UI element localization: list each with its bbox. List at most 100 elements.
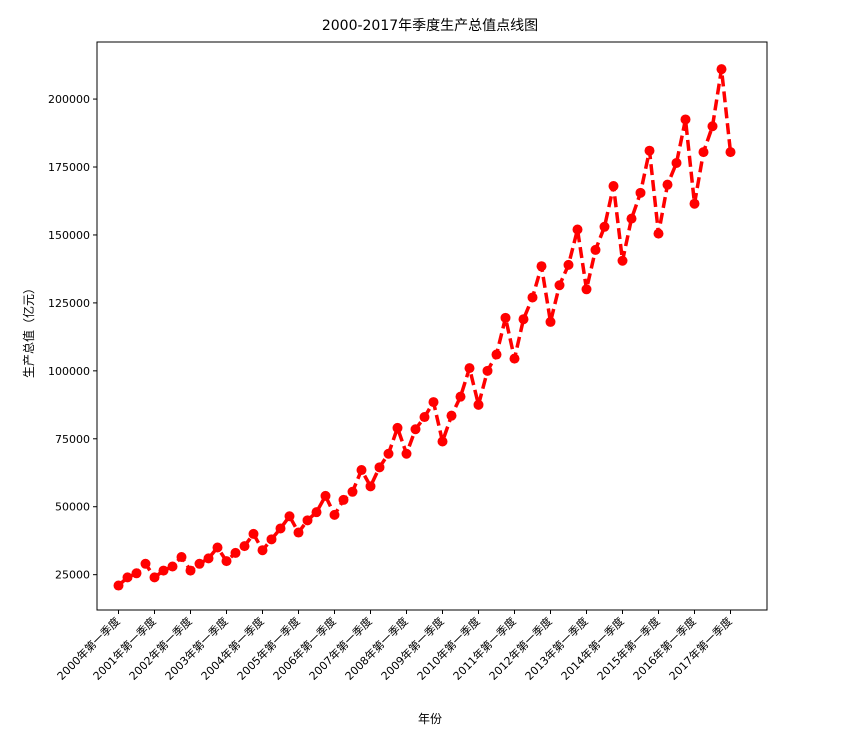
- x-tick-label: 2006年第一季度: [270, 614, 339, 683]
- data-point: [716, 64, 727, 75]
- data-point: [707, 121, 718, 132]
- data-point: [266, 534, 277, 545]
- data-point: [653, 228, 664, 239]
- series-layer: [113, 64, 736, 591]
- x-tick-label: 2015年第一季度: [594, 614, 663, 683]
- x-tick-label: 2009年第一季度: [378, 614, 447, 683]
- data-point: [293, 527, 304, 538]
- data-point: [383, 448, 394, 459]
- data-point: [284, 511, 295, 522]
- data-point: [644, 145, 655, 156]
- data-point: [221, 556, 232, 567]
- y-tick-label: 25000: [55, 569, 90, 582]
- data-point: [194, 558, 205, 569]
- x-tick-label: 2002年第一季度: [126, 614, 195, 683]
- data-point: [347, 486, 358, 497]
- data-point: [230, 547, 241, 558]
- data-point: [518, 314, 529, 325]
- data-point: [563, 259, 574, 270]
- data-point: [500, 312, 511, 323]
- data-point: [437, 436, 448, 447]
- data-point: [329, 509, 340, 520]
- data-point: [428, 397, 439, 408]
- x-tick-label: 2013年第一季度: [522, 614, 591, 683]
- y-axis-label: 生产总值（亿元）: [21, 282, 36, 378]
- data-point: [671, 157, 682, 168]
- data-point: [545, 316, 556, 327]
- data-point: [248, 528, 259, 539]
- x-tick-label: 2010年第一季度: [414, 614, 483, 683]
- data-point: [356, 465, 367, 476]
- data-point: [662, 179, 673, 190]
- x-tick-label: 2012年第一季度: [486, 614, 555, 683]
- data-point: [140, 558, 151, 569]
- y-axis: 25000 50000 75000 100000 125000 150000 175000 2…: [48, 93, 97, 582]
- x-tick-label: 2008年第一季度: [342, 614, 411, 683]
- x-tick-label: 2003年第一季度: [162, 614, 231, 683]
- y-tick-label: 175000: [48, 161, 90, 174]
- data-point: [338, 494, 349, 505]
- data-point: [320, 490, 331, 501]
- data-point: [473, 399, 484, 410]
- data-point: [275, 523, 286, 534]
- data-point: [446, 410, 457, 421]
- x-tick-label: 2017年第一季度: [666, 614, 735, 683]
- data-point: [374, 462, 385, 473]
- chart-title: 2000-2017年季度生产总值点线图: [322, 18, 538, 34]
- data-point: [491, 349, 502, 360]
- data-point: [554, 280, 565, 291]
- y-tick-label: 200000: [48, 93, 90, 106]
- data-point: [581, 284, 592, 295]
- data-point: [149, 572, 160, 583]
- data-point: [185, 565, 196, 576]
- data-point: [635, 187, 646, 198]
- data-point: [572, 224, 583, 235]
- data-point: [680, 114, 691, 125]
- data-point: [527, 292, 538, 303]
- data-point: [113, 580, 124, 591]
- data-point: [365, 481, 376, 492]
- data-point: [599, 221, 610, 232]
- x-axis: 2000年第一季度2001年第一季度2002年第一季度2003年第一季度2004…: [54, 610, 735, 683]
- data-point: [131, 568, 142, 579]
- data-point: [725, 147, 736, 158]
- data-point: [176, 552, 187, 563]
- y-tick-label: 100000: [48, 365, 90, 378]
- x-axis-label: 年份: [418, 712, 442, 726]
- data-point: [419, 412, 430, 423]
- data-point: [590, 244, 601, 255]
- y-tick-label: 75000: [55, 433, 90, 446]
- data-point: [509, 353, 520, 364]
- data-point: [608, 181, 619, 192]
- y-tick-label: 50000: [55, 501, 90, 514]
- y-tick-label: 125000: [48, 297, 90, 310]
- data-point: [167, 561, 178, 572]
- data-point: [212, 542, 223, 553]
- data-point: [410, 424, 421, 435]
- data-point: [626, 213, 637, 224]
- data-point: [536, 261, 547, 272]
- x-tick-label: 2000年第一季度: [54, 614, 123, 683]
- x-tick-label: 2001年第一季度: [90, 614, 159, 683]
- x-tick-label: 2007年第一季度: [306, 614, 375, 683]
- data-point: [239, 541, 250, 552]
- data-point: [122, 572, 133, 583]
- plot-area: [96, 41, 768, 611]
- data-point: [455, 391, 466, 402]
- y-tick-label: 150000: [48, 229, 90, 242]
- data-point: [698, 147, 709, 158]
- data-point: [464, 363, 475, 374]
- data-point: [617, 255, 628, 266]
- data-point: [392, 422, 403, 433]
- x-tick-label: 2016年第一季度: [630, 614, 699, 683]
- data-point: [401, 448, 412, 459]
- data-point: [203, 553, 214, 564]
- x-tick-label: 2011年第一季度: [450, 614, 519, 683]
- data-point: [311, 507, 322, 518]
- data-point: [689, 198, 700, 209]
- data-point: [257, 545, 268, 556]
- data-point: [482, 365, 493, 376]
- x-tick-label: 2005年第一季度: [234, 614, 303, 683]
- x-tick-label: 2004年第一季度: [198, 614, 267, 683]
